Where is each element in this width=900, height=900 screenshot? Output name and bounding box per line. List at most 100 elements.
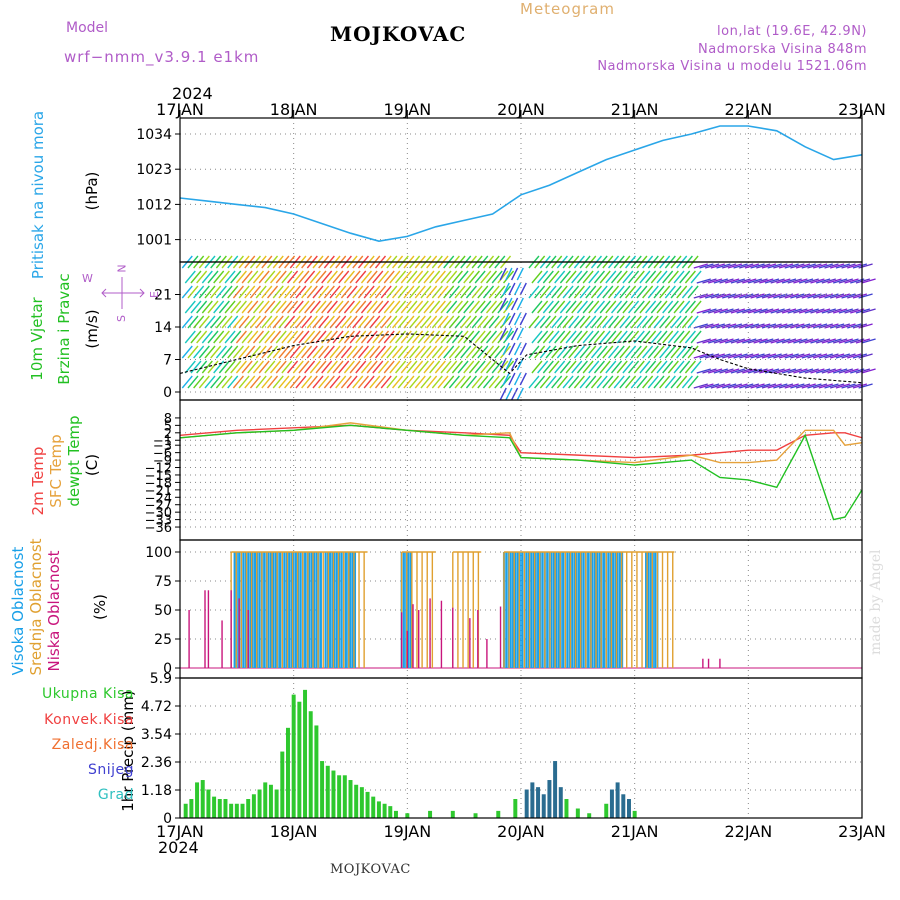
cloud-side-label-1: Visoka Oblacnost xyxy=(9,546,27,676)
wind-barb xyxy=(210,285,222,299)
wind-barb xyxy=(227,315,239,329)
wind-barb xyxy=(588,300,600,314)
wind-barb xyxy=(463,270,475,284)
wind-barb xyxy=(414,375,426,389)
wind-barb xyxy=(832,338,848,344)
wind-barb xyxy=(249,315,262,329)
wind-barb xyxy=(847,263,862,269)
wind-barb xyxy=(710,323,726,329)
wind-barb xyxy=(460,315,472,329)
wind-barb xyxy=(713,278,729,284)
precip-bar xyxy=(553,761,558,818)
wind-barb xyxy=(247,270,259,284)
wind-barb xyxy=(460,345,472,359)
precip-bar xyxy=(382,803,387,818)
wind-barb xyxy=(261,345,273,359)
wind-barb xyxy=(753,278,768,284)
wind-barb xyxy=(784,353,799,359)
wind-barb xyxy=(613,285,625,299)
wind-barb xyxy=(431,315,443,329)
wind-barb xyxy=(340,285,352,299)
wind-barb xyxy=(829,293,845,299)
wind-barb xyxy=(400,300,412,314)
wind-barb xyxy=(793,278,808,284)
wind-barb xyxy=(554,270,566,284)
wind-barb xyxy=(545,315,557,329)
wind-barb xyxy=(201,330,213,344)
wind-barb xyxy=(516,327,524,341)
wind-barb xyxy=(465,315,477,329)
wind-barb xyxy=(255,285,267,299)
wind-barb xyxy=(534,315,546,329)
y-tick-label: 0 xyxy=(163,661,172,677)
wind-barb xyxy=(201,300,213,314)
wind-barb xyxy=(770,338,785,344)
wind-barb xyxy=(858,353,873,359)
wind-barb xyxy=(494,285,506,299)
wind-barb xyxy=(301,345,313,359)
wind-barb xyxy=(579,375,591,389)
wind-barb xyxy=(309,360,321,374)
wind-barb xyxy=(852,353,868,359)
wind-barb xyxy=(810,308,825,314)
wind-barb xyxy=(412,360,424,374)
wind-barb xyxy=(861,278,876,284)
wind-barb xyxy=(406,300,418,314)
wind-barb xyxy=(730,308,746,314)
wind-barb xyxy=(773,383,788,389)
wind-barb xyxy=(607,285,620,299)
y-tick-label: −18 xyxy=(145,476,172,491)
wind-barb xyxy=(480,270,492,284)
wind-barb xyxy=(284,315,296,329)
wind-barb xyxy=(798,368,814,374)
wind-barb xyxy=(744,263,760,269)
wind-barb xyxy=(488,285,500,299)
wind-barb xyxy=(187,285,199,299)
wind-barb xyxy=(767,323,782,329)
wind-barb xyxy=(343,270,355,284)
wind-barb xyxy=(756,293,771,299)
wind-barb xyxy=(739,353,754,359)
wind-barb xyxy=(795,383,811,389)
wind-barb xyxy=(318,345,330,359)
wind-barb xyxy=(767,383,782,389)
wind-barb xyxy=(315,330,327,344)
wind-barb xyxy=(793,338,808,344)
wind-barb xyxy=(699,293,714,299)
wind-barb xyxy=(374,315,387,329)
wind-barb xyxy=(571,300,583,314)
wind-barb xyxy=(204,375,216,389)
wind-barb xyxy=(426,375,438,389)
wind-barb xyxy=(659,285,671,299)
wind-barb xyxy=(835,323,851,329)
wind-barb xyxy=(855,278,871,284)
station-title: MOJKOVAC xyxy=(330,22,467,46)
wind-barb xyxy=(392,285,404,299)
wind-barb xyxy=(565,300,577,314)
wind-barb xyxy=(676,285,688,299)
wind-barb xyxy=(585,315,597,329)
wind-barb xyxy=(724,278,740,284)
wind-barb xyxy=(227,375,239,389)
wind-barb xyxy=(690,270,702,284)
precip-bar xyxy=(195,782,200,818)
wind-barb xyxy=(284,285,296,299)
wind-barb xyxy=(742,308,757,314)
wind-barb xyxy=(298,270,310,284)
wind-barb xyxy=(395,330,407,344)
wind-barb xyxy=(238,315,250,329)
wind-barb xyxy=(471,345,483,359)
wind-barb xyxy=(304,360,316,374)
wind-barb xyxy=(542,300,554,314)
wind-barb xyxy=(482,375,495,389)
wind-barb xyxy=(406,330,418,344)
wind-barb xyxy=(713,338,729,344)
wind-barb xyxy=(844,338,859,344)
precip-bar xyxy=(257,789,262,818)
wind-barb xyxy=(505,267,513,281)
wind-barb xyxy=(238,345,250,359)
cloud-side-label-3: Niska Oblacnost xyxy=(45,550,63,672)
wind-barb xyxy=(721,293,737,299)
wind-barb xyxy=(468,360,480,374)
